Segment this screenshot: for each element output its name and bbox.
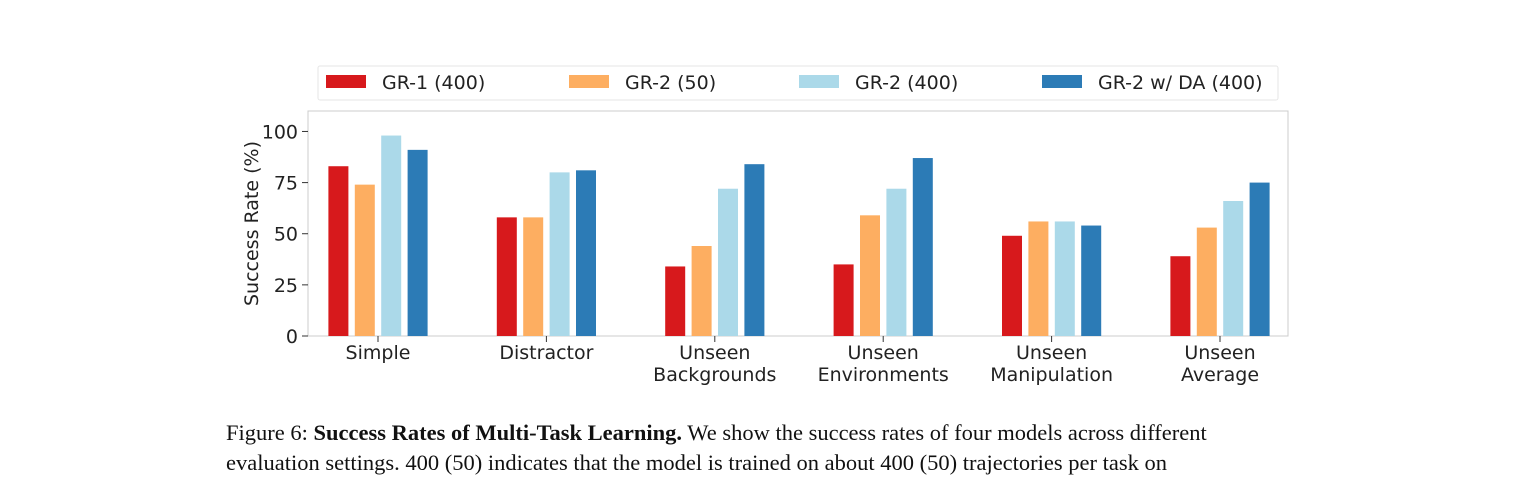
legend-label: GR-2 (50) xyxy=(625,72,716,94)
bar xyxy=(1223,201,1244,336)
bar xyxy=(1054,221,1075,336)
bar xyxy=(407,149,428,336)
y-tick-label: 0 xyxy=(286,326,298,348)
plot-frame xyxy=(307,110,1289,337)
caption-line-2: evaluation settings. 400 (50) indicates … xyxy=(226,450,1168,475)
x-tick-label: Environments xyxy=(818,364,949,386)
bar xyxy=(718,188,738,336)
legend-swatch xyxy=(569,75,609,88)
bar xyxy=(1028,221,1049,336)
bar xyxy=(665,266,686,336)
legend-swatch xyxy=(1042,75,1082,88)
bar xyxy=(328,166,349,336)
legend-label: GR-1 (400) xyxy=(382,72,485,94)
caption-line-1: Figure 6: Success Rates of Multi-Task Le… xyxy=(226,418,1316,448)
bar xyxy=(496,217,517,336)
bar xyxy=(912,158,933,336)
x-tick-label: Average xyxy=(1181,364,1259,386)
x-tick-label: Unseen xyxy=(1184,342,1255,364)
caption-label: Figure 6: xyxy=(226,420,308,445)
legend-frame xyxy=(317,65,1279,101)
legend-swatch xyxy=(799,75,839,88)
bar xyxy=(833,264,854,336)
bar xyxy=(691,246,712,336)
bar xyxy=(1249,182,1270,336)
legend-label: GR-2 w/ DA (400) xyxy=(1098,72,1263,94)
x-tick-label: Manipulation xyxy=(990,364,1113,386)
y-tick-label: 25 xyxy=(274,275,298,297)
x-tick-label: Distractor xyxy=(499,342,593,364)
caption-text: We show the success rates of four models… xyxy=(687,420,1207,445)
y-tick-label: 100 xyxy=(262,121,298,143)
bar xyxy=(354,184,375,336)
bar xyxy=(1081,225,1102,336)
bar xyxy=(381,135,402,336)
bar-chart: 0 25 50 75 100 Success Rate (%) Simple Distract… xyxy=(241,65,1289,386)
caption-title: Success Rates of Multi-Task Learning. xyxy=(313,420,683,445)
figure-caption: Figure 6: Success Rates of Multi-Task Le… xyxy=(226,418,1316,478)
bar xyxy=(1196,227,1217,336)
bar xyxy=(860,215,880,336)
x-tick-label: Simple xyxy=(346,342,411,364)
x-tick-label: Unseen xyxy=(848,342,919,364)
x-tick-label: Unseen xyxy=(1016,342,1087,364)
legend-label: GR-2 (400) xyxy=(855,72,958,94)
x-tick-label: Unseen xyxy=(679,342,750,364)
bar xyxy=(1170,256,1191,336)
bar xyxy=(576,170,596,336)
bar xyxy=(744,164,765,336)
y-axis-label: Success Rate (%) xyxy=(241,141,263,306)
y-tick-label: 75 xyxy=(274,173,298,195)
bar xyxy=(1002,235,1022,336)
bar xyxy=(886,188,907,336)
bar xyxy=(523,217,544,336)
y-tick-label: 50 xyxy=(274,224,298,246)
bar xyxy=(549,172,570,336)
x-tick-label: Backgrounds xyxy=(653,364,776,386)
legend-swatch xyxy=(326,75,366,88)
